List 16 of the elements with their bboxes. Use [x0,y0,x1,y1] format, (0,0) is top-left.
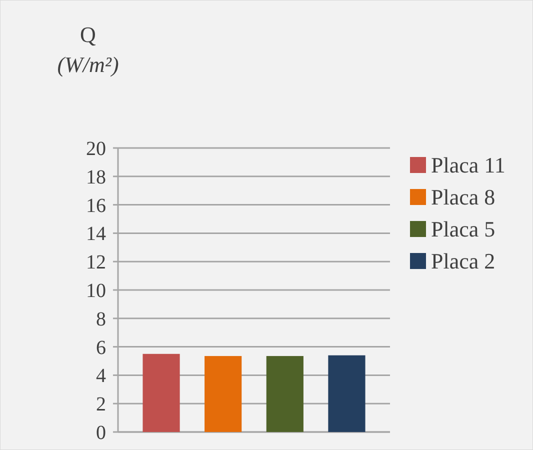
y-tick-label: 18 [86,166,106,188]
y-tick-label: 14 [86,223,106,246]
legend-label: Placa 5 [431,216,496,242]
y-axis-title: Q (W/m²) [57,22,119,77]
y-tick-label: 16 [86,194,106,217]
y-tick-label: 12 [86,252,106,274]
y-tick-label: 8 [96,308,106,330]
y-tick-label: 6 [96,336,106,359]
y-tick-label: 2 [96,394,106,416]
legend-label: Placa 8 [431,184,496,210]
y-tick-label: 4 [96,365,106,388]
y-tick-label: 0 [96,422,106,444]
legend-label: Placa 11 [431,152,506,178]
legend-label: Placa 2 [431,248,496,274]
y-tick-label: 10 [86,280,106,302]
y-tick-label: 20 [86,138,106,160]
